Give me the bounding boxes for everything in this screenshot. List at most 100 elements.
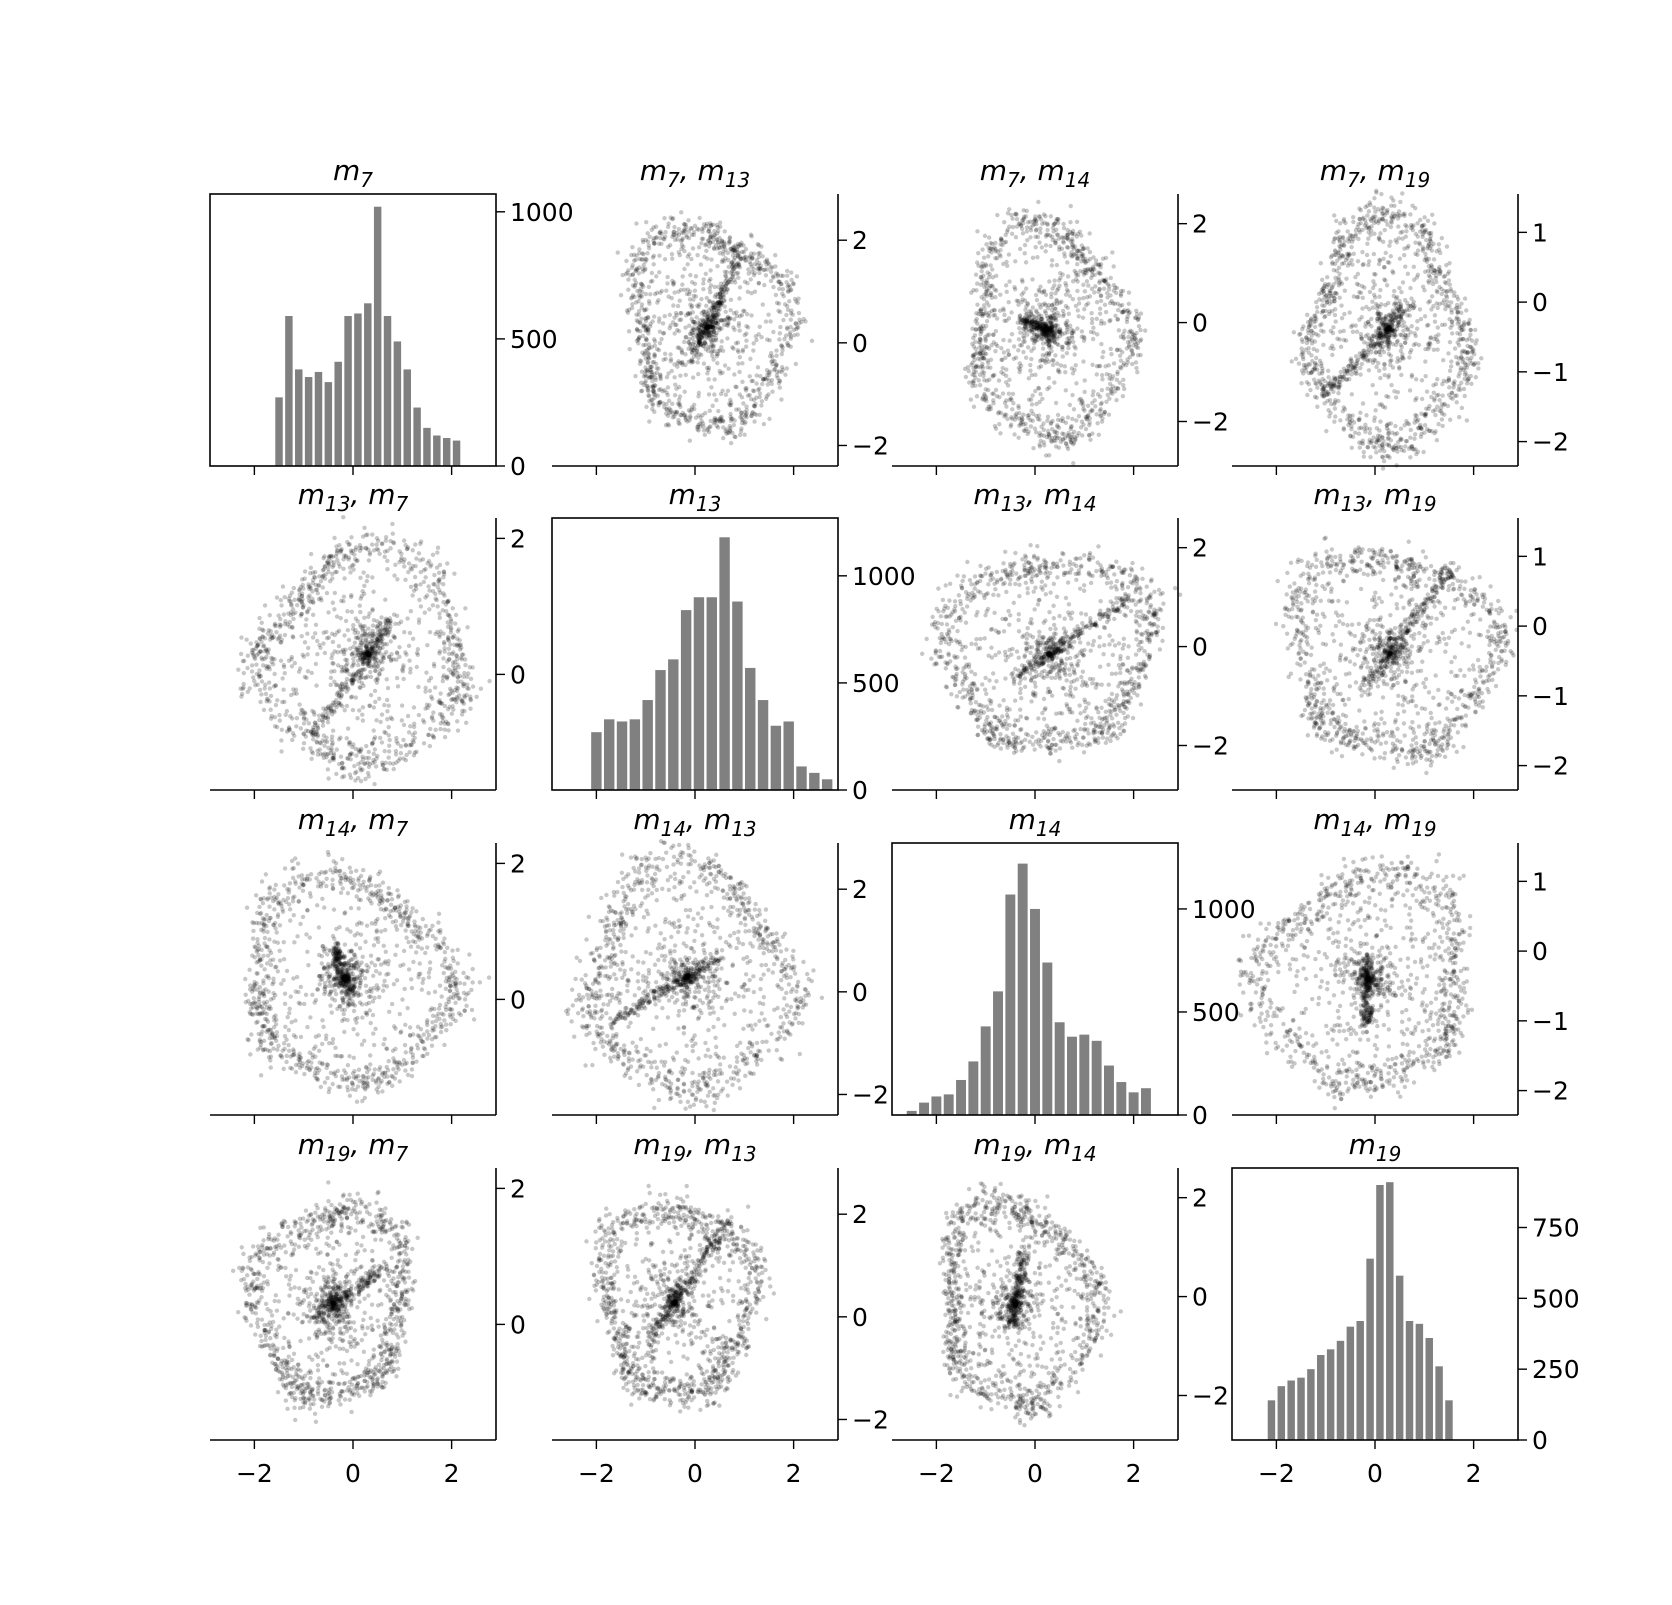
- scatter-point: [778, 324, 783, 330]
- scatter-point: [641, 262, 646, 268]
- scatter-point: [642, 308, 647, 313]
- scatter-point: [630, 302, 635, 307]
- scatter-point: [698, 339, 703, 344]
- scatter-point: [1378, 352, 1383, 358]
- scatter-point: [1311, 346, 1316, 352]
- scatter-point: [695, 425, 700, 430]
- scatter-point: [1100, 355, 1105, 360]
- scatter-point: [768, 319, 773, 324]
- scatter-point: [753, 334, 759, 339]
- scatter-point: [1380, 466, 1386, 471]
- scatter-point: [646, 284, 652, 290]
- scatter-point: [1332, 419, 1337, 424]
- scatter-point: [1423, 373, 1428, 379]
- scatter-point: [785, 273, 790, 278]
- scatter-point: [1079, 329, 1085, 334]
- scatter-point: [993, 348, 998, 354]
- scatter-point: [644, 367, 650, 373]
- scatter-point: [710, 353, 715, 359]
- scatter-point: [1009, 332, 1015, 337]
- scatter-point: [1053, 353, 1058, 358]
- scatter-point: [711, 308, 717, 313]
- scatter-point: [743, 344, 749, 349]
- scatter-point: [1384, 442, 1390, 447]
- scatter-point: [1405, 245, 1410, 251]
- scatter-point: [1299, 381, 1304, 386]
- y-tick-label: 2: [1192, 210, 1208, 239]
- scatter-point: [737, 296, 742, 301]
- scatter-point: [1413, 240, 1418, 245]
- scatter-point: [1386, 394, 1391, 400]
- scatter-point: [745, 393, 751, 398]
- scatter-point: [1366, 236, 1371, 241]
- scatter-point: [1468, 332, 1473, 337]
- scatter-point: [1064, 350, 1070, 356]
- scatter-point: [971, 369, 977, 375]
- scatter-point: [1407, 350, 1413, 355]
- scatter-point: [649, 270, 655, 276]
- scatter-point: [682, 221, 687, 227]
- scatter-point: [664, 401, 669, 407]
- scatter-point: [966, 368, 971, 374]
- scatter-point: [1330, 352, 1335, 358]
- scatter-point: [990, 391, 995, 397]
- scatter-point: [695, 346, 700, 351]
- scatter-point: [1336, 236, 1341, 241]
- scatter-point: [1082, 378, 1087, 383]
- scatter-point: [1460, 336, 1466, 342]
- scatter-point: [1352, 430, 1358, 435]
- scatter-point: [362, 525, 367, 531]
- scatter-point: [1351, 420, 1357, 425]
- scatter-point: [976, 378, 981, 383]
- scatter-point: [1327, 414, 1332, 419]
- scatter-point: [1371, 435, 1376, 440]
- scatter-point: [686, 229, 692, 234]
- scatter-point: [683, 352, 688, 357]
- scatter-point: [1380, 322, 1386, 328]
- scatter-point: [1378, 375, 1383, 381]
- scatter-point: [1384, 283, 1390, 288]
- scatter-point: [1043, 214, 1048, 219]
- scatter-points: [1289, 188, 1484, 471]
- scatter-point: [1386, 342, 1391, 347]
- scatter-point: [1066, 345, 1071, 351]
- scatter-point: [988, 240, 993, 246]
- scatter-point: [1398, 332, 1403, 337]
- scatter-point: [641, 382, 646, 387]
- scatter-point: [642, 351, 648, 356]
- scatter-point: [1389, 382, 1394, 388]
- scatter-point: [719, 301, 725, 306]
- scatter-point: [682, 228, 688, 234]
- scatter-point: [1444, 244, 1450, 249]
- axes-frame: [209, 193, 497, 467]
- scatter-point: [1381, 349, 1387, 355]
- scatter-point: [1300, 326, 1305, 332]
- scatter-point: [1404, 419, 1409, 424]
- scatter-point: [777, 379, 783, 384]
- scatter-point: [1035, 254, 1040, 260]
- scatter-point: [676, 250, 682, 255]
- scatter-point: [1010, 391, 1016, 397]
- scatter-point: [737, 265, 743, 270]
- scatter-point: [1065, 446, 1071, 452]
- scatter-point: [682, 227, 687, 232]
- scatter-point: [707, 329, 713, 334]
- scatter-point: [1465, 356, 1470, 361]
- scatter-point: [706, 229, 711, 234]
- scatter-point: [639, 302, 645, 307]
- scatter-point: [1465, 321, 1471, 327]
- scatter-point: [638, 359, 644, 364]
- scatter-point: [1003, 239, 1009, 245]
- scatter-point: [1017, 361, 1022, 366]
- scatter-point: [1039, 245, 1045, 250]
- scatter-point: [349, 609, 354, 614]
- scatter-point: [1063, 441, 1069, 446]
- scatter-point: [1062, 364, 1067, 369]
- scatter-point: [689, 316, 694, 322]
- scatter-point: [1033, 430, 1039, 435]
- scatter-point: [1052, 380, 1057, 385]
- scatter-point: [715, 313, 720, 318]
- scatter-point: [690, 310, 695, 315]
- scatter-point: [643, 291, 649, 297]
